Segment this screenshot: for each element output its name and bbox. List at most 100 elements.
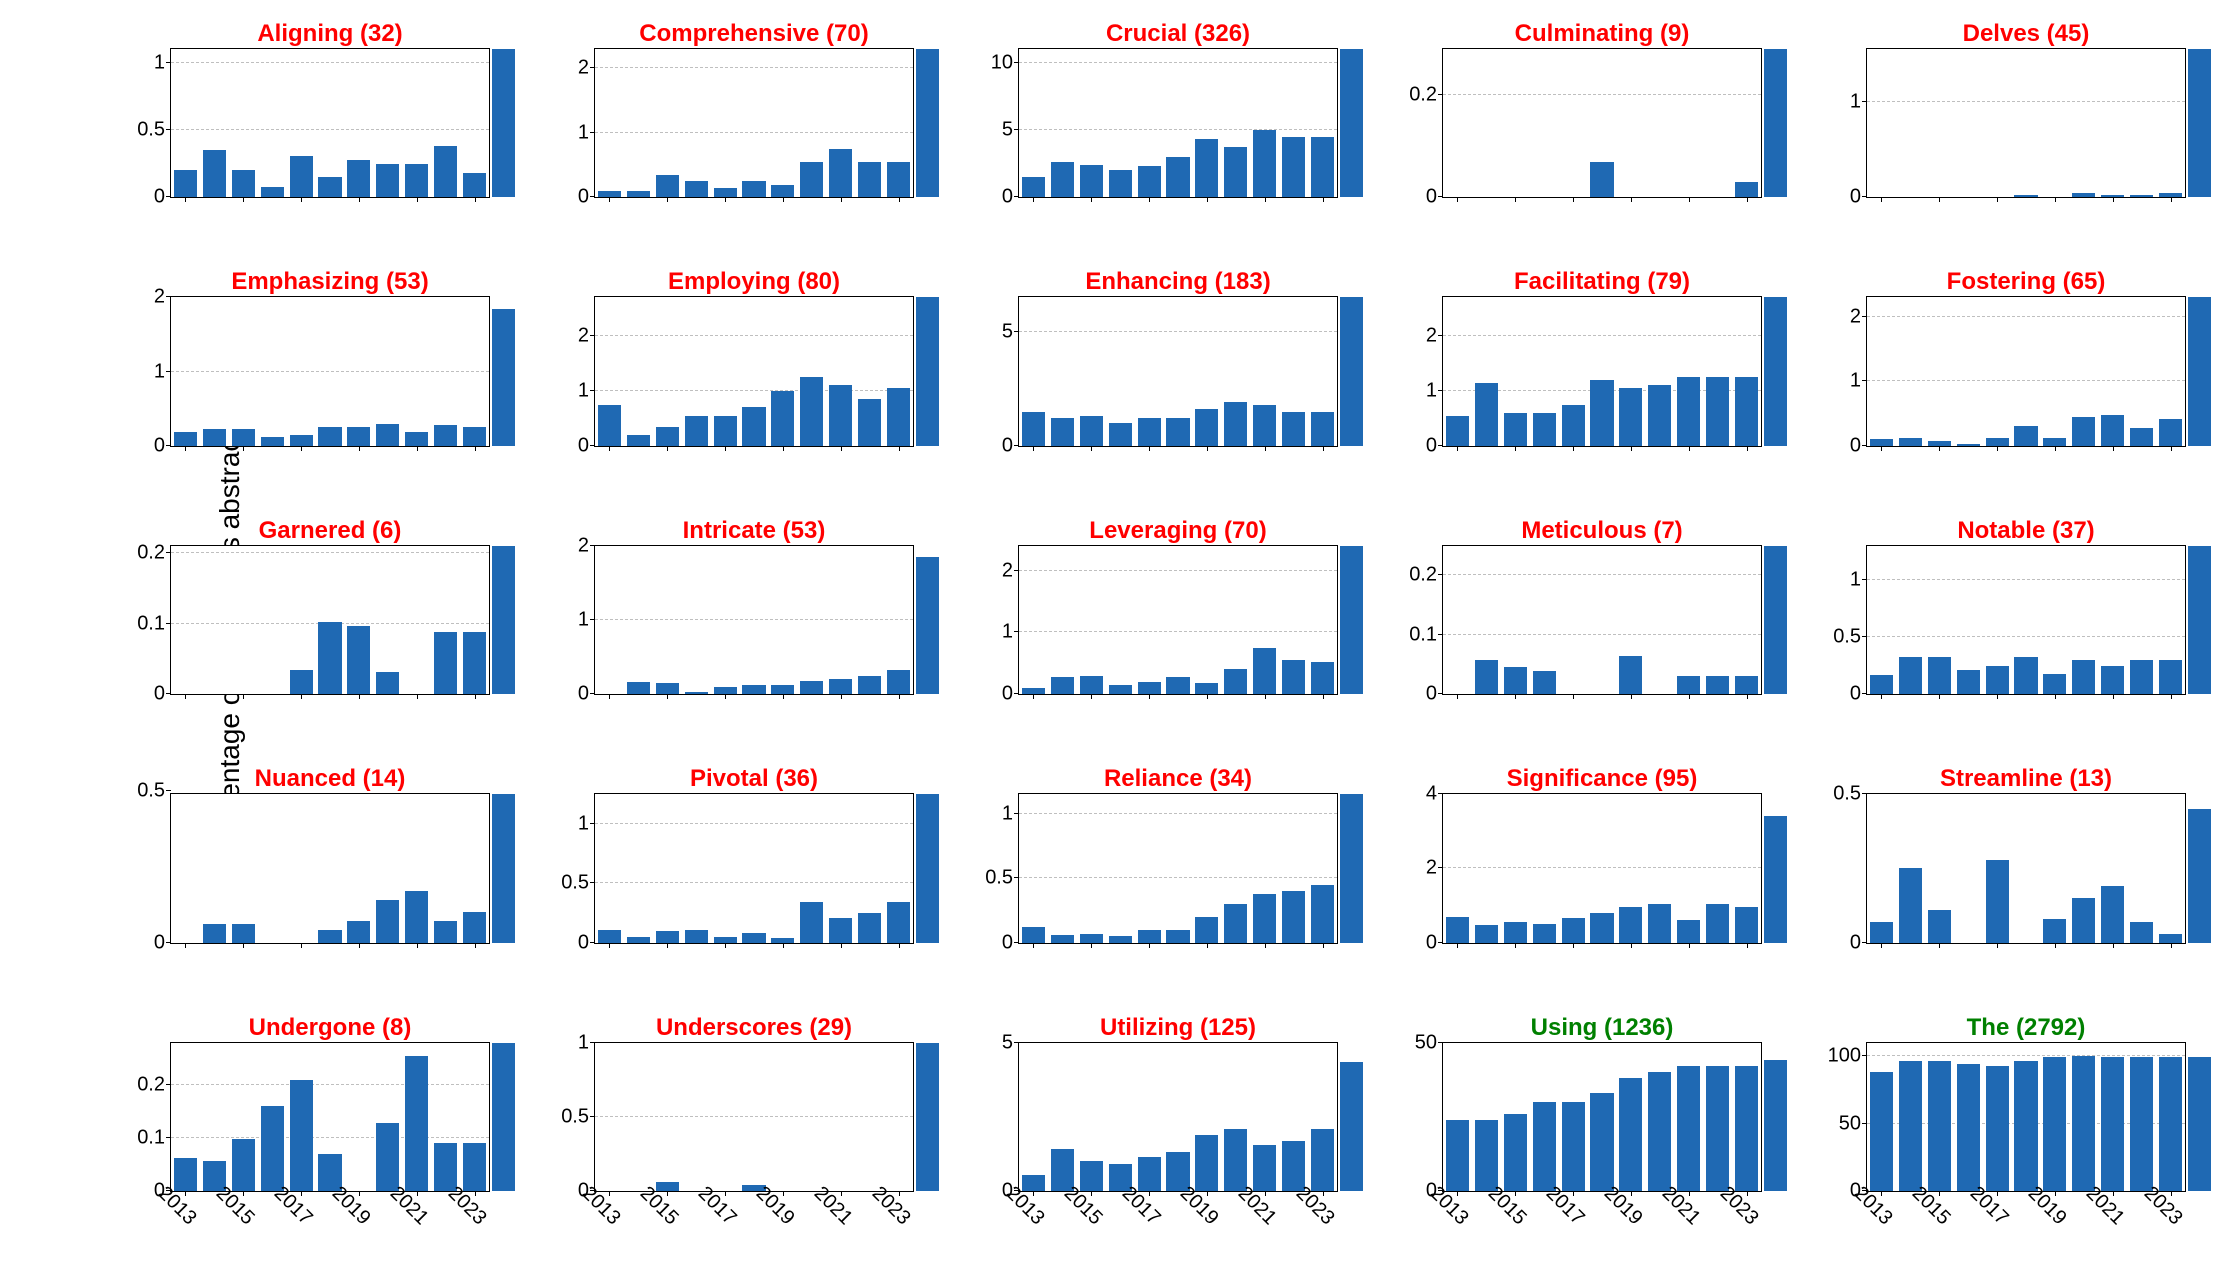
xtick-mark bbox=[899, 446, 900, 451]
bar bbox=[714, 687, 737, 694]
bar bbox=[1475, 383, 1498, 446]
panel: Aligning (32)00.51 bbox=[110, 20, 494, 258]
bar bbox=[1195, 1135, 1218, 1191]
xtick-mark bbox=[475, 197, 476, 202]
bar bbox=[1138, 1157, 1161, 1191]
bar bbox=[1735, 377, 1758, 446]
bar bbox=[290, 156, 313, 198]
plot-area: 00.51 bbox=[1866, 545, 2186, 695]
panel: Streamline (13)00.5 bbox=[1806, 765, 2190, 1003]
xtick-mark bbox=[2113, 694, 2114, 699]
bar bbox=[2159, 660, 2182, 694]
xtick-mark bbox=[609, 943, 610, 948]
bar bbox=[434, 1143, 457, 1191]
bar bbox=[887, 388, 910, 446]
ytick-label: 0.1 bbox=[137, 612, 165, 635]
panel-title: The (2792) bbox=[1866, 1014, 2186, 1042]
xtick-mark bbox=[301, 446, 302, 451]
bar bbox=[742, 181, 765, 197]
bar bbox=[232, 924, 255, 942]
xtick-mark bbox=[1939, 446, 1940, 451]
bar bbox=[1706, 676, 1729, 694]
ytick-label: 1 bbox=[154, 51, 165, 74]
bar bbox=[1224, 1129, 1247, 1191]
ytick-label: 0 bbox=[1002, 931, 1013, 954]
bar bbox=[1504, 922, 1527, 942]
bar bbox=[714, 416, 737, 446]
bar bbox=[1870, 675, 1893, 694]
xtick-mark bbox=[1747, 446, 1748, 451]
bar bbox=[1533, 413, 1556, 446]
gridline bbox=[595, 823, 913, 824]
xtick-mark bbox=[783, 943, 784, 948]
ytick-mark bbox=[1862, 793, 1867, 794]
bar bbox=[1282, 660, 1305, 694]
bar bbox=[1195, 139, 1218, 197]
ytick-mark bbox=[1014, 445, 1019, 446]
bar bbox=[1735, 907, 1758, 942]
bar bbox=[1224, 904, 1247, 943]
bar bbox=[1446, 1120, 1469, 1191]
xtick-mark bbox=[1689, 694, 1690, 699]
ytick-mark bbox=[1438, 390, 1443, 391]
ytick-mark bbox=[1862, 693, 1867, 694]
bar bbox=[290, 670, 313, 694]
bar bbox=[771, 685, 794, 694]
panel: Culminating (9)00.2 bbox=[1382, 20, 1766, 258]
bar bbox=[1899, 1061, 1922, 1191]
bar bbox=[1282, 137, 1305, 198]
bar bbox=[2072, 898, 2095, 943]
ytick-label: 1 bbox=[154, 360, 165, 383]
bar bbox=[627, 191, 650, 197]
xtick-mark bbox=[667, 943, 668, 948]
ytick-label: 2 bbox=[1426, 324, 1437, 347]
bar bbox=[1109, 170, 1132, 197]
panel-title: Aligning (32) bbox=[170, 20, 490, 48]
bar bbox=[405, 1056, 428, 1191]
panel: Nuanced (14)00.5 bbox=[110, 765, 494, 1003]
bar bbox=[261, 187, 284, 198]
ytick-label: 0.5 bbox=[985, 867, 1013, 890]
xtick-mark bbox=[783, 197, 784, 202]
bar bbox=[916, 297, 939, 445]
bar bbox=[685, 181, 708, 197]
xtick-mark bbox=[1573, 943, 1574, 948]
bar bbox=[2101, 886, 2124, 942]
xtick-mark bbox=[475, 694, 476, 699]
plot-area: 00.51 bbox=[594, 793, 914, 943]
bar bbox=[492, 546, 515, 694]
ytick-mark bbox=[590, 132, 595, 133]
xtick-mark bbox=[1997, 446, 1998, 451]
bar bbox=[2188, 809, 2211, 943]
xtick-mark bbox=[1747, 694, 1748, 699]
panel-title: Crucial (326) bbox=[1018, 20, 1338, 48]
plot-area: 00.51 bbox=[170, 48, 490, 198]
ytick-mark bbox=[1862, 942, 1867, 943]
bar bbox=[174, 170, 197, 197]
bar bbox=[492, 794, 515, 942]
gridline bbox=[1443, 335, 1761, 336]
xtick-mark bbox=[1573, 197, 1574, 202]
panel-title: Garnered (6) bbox=[170, 517, 490, 545]
ytick-label: 0 bbox=[1426, 683, 1437, 706]
bar bbox=[1080, 416, 1103, 446]
bar bbox=[1986, 1066, 2009, 1191]
bar bbox=[1764, 546, 1787, 694]
bar bbox=[1764, 816, 1787, 942]
bar bbox=[858, 399, 881, 446]
bar bbox=[1899, 657, 1922, 695]
gridline bbox=[595, 67, 913, 68]
panel-title: Facilitating (79) bbox=[1442, 268, 1762, 296]
bar bbox=[1677, 920, 1700, 942]
gridline bbox=[595, 619, 913, 620]
bar bbox=[347, 921, 370, 942]
panel: Undergone (8)00.10.220132015201720192021… bbox=[110, 1014, 494, 1252]
ytick-mark bbox=[166, 445, 171, 446]
bar bbox=[887, 670, 910, 694]
ytick-label: 5 bbox=[1002, 118, 1013, 141]
panel-title: Enhancing (183) bbox=[1018, 268, 1338, 296]
bar bbox=[347, 427, 370, 446]
panel: Pivotal (36)00.51 bbox=[534, 765, 918, 1003]
ytick-mark bbox=[590, 1042, 595, 1043]
ytick-label: 0.1 bbox=[137, 1127, 165, 1150]
